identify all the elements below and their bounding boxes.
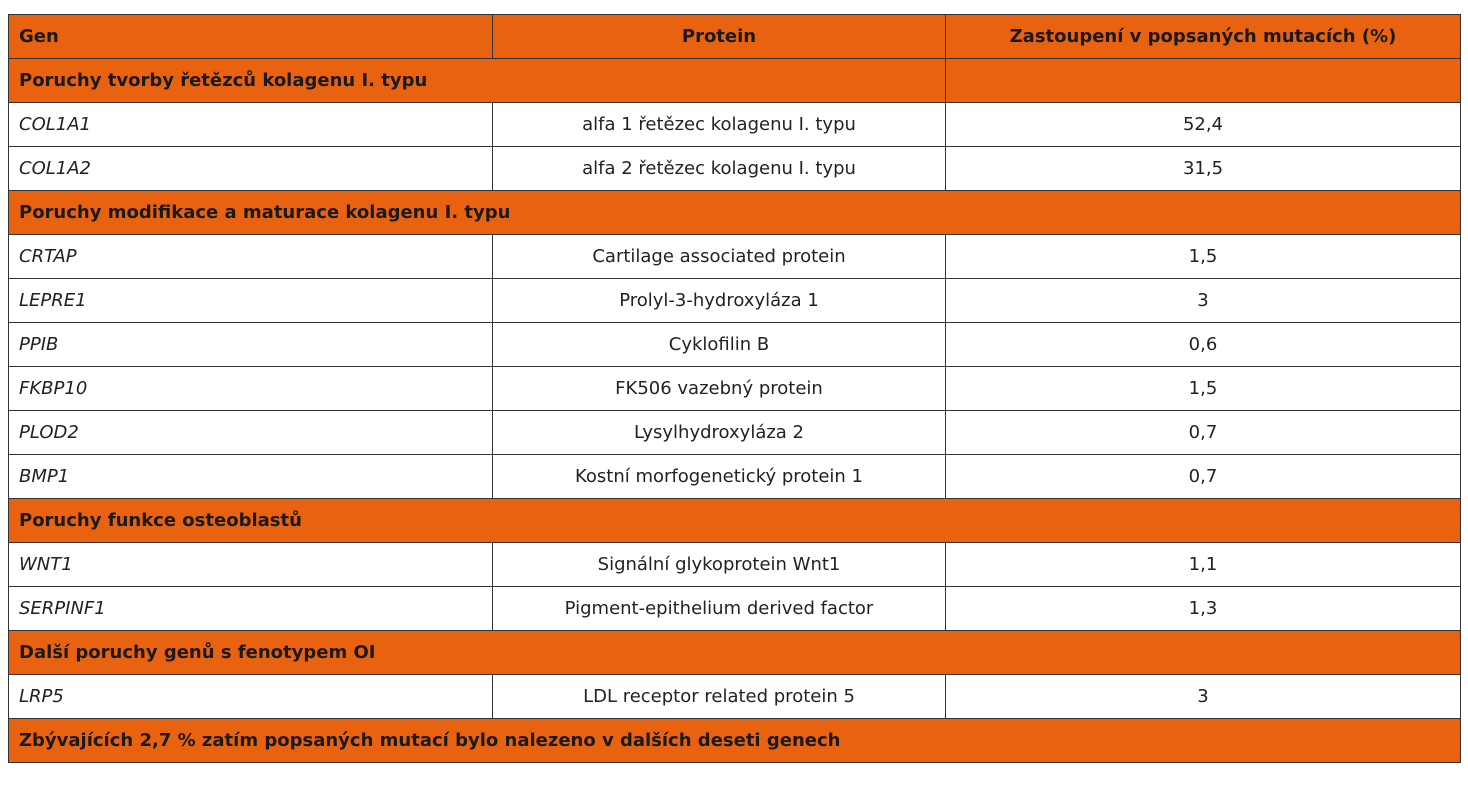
protein-cell: FK506 vazebný protein xyxy=(492,366,946,411)
share-cell: 0,6 xyxy=(945,322,1461,367)
protein-cell: Pigment-epithelium derived factor xyxy=(492,586,946,631)
protein-cell: alfa 2 řetězec kolagenu I. typu xyxy=(492,146,946,191)
share-cell: 0,7 xyxy=(945,410,1461,455)
section-row: Poruchy modifikace a maturace kolagenu I… xyxy=(8,190,1461,235)
section-row: Poruchy tvorby řetězců kolagenu I. typu xyxy=(8,58,1461,103)
gene-cell: WNT1 xyxy=(8,542,493,587)
gene-cell: LRP5 xyxy=(8,674,493,719)
share-cell: 1,5 xyxy=(945,366,1461,411)
share-cell: 1,5 xyxy=(945,234,1461,279)
data-row: COL1A2 alfa 2 řetězec kolagenu I. typu 31,… xyxy=(8,146,1461,191)
gene-cell: PLOD2 xyxy=(8,410,493,455)
gene-cell: COL1A2 xyxy=(8,146,493,191)
protein-cell: LDL receptor related protein 5 xyxy=(492,674,946,719)
protein-cell: Cartilage associated protein xyxy=(492,234,946,279)
data-row: BMP1 Kostní morfogenetický protein 1 0,7 xyxy=(8,454,1461,499)
protein-cell: alfa 1 řetězec kolagenu I. typu xyxy=(492,102,946,147)
share-cell: 0,7 xyxy=(945,454,1461,499)
empty-cell xyxy=(945,58,1461,103)
protein-cell: Lysylhydroxyláza 2 xyxy=(492,410,946,455)
share-cell: 31,5 xyxy=(945,146,1461,191)
gene-table: Gen Protein Zastoupení v popsaných mutac… xyxy=(8,14,1461,763)
gene-cell: PPIB xyxy=(8,322,493,367)
protein-cell: Signální glykoprotein Wnt1 xyxy=(492,542,946,587)
data-row: SERPINF1 Pigment-epithelium derived facto… xyxy=(8,586,1461,631)
data-row: CRTAP Cartilage associated protein 1,5 xyxy=(8,234,1461,279)
header-cell: Zastoupení v popsaných mutacích (%) xyxy=(945,14,1461,59)
section-title: Poruchy modifikace a maturace kolagenu I… xyxy=(8,190,1461,235)
section-title: Poruchy funkce osteoblastů xyxy=(8,498,1461,543)
gene-cell: COL1A1 xyxy=(8,102,493,147)
header-cell: Gen xyxy=(8,14,493,59)
gene-cell: SERPINF1 xyxy=(8,586,493,631)
gene-cell: CRTAP xyxy=(8,234,493,279)
data-row: PPIB Cyklofilin B 0,6 xyxy=(8,322,1461,367)
section-title: Další poruchy genů s fenotypem OI xyxy=(8,630,1461,675)
share-cell: 3 xyxy=(945,278,1461,323)
data-row: FKBP10 FK506 vazebný protein 1,5 xyxy=(8,366,1461,411)
share-cell: 1,3 xyxy=(945,586,1461,631)
data-row: PLOD2 Lysylhydroxyláza 2 0,7 xyxy=(8,410,1461,455)
section-title: Poruchy tvorby řetězců kolagenu I. typu xyxy=(8,58,946,103)
footer-text: Zbývajících 2,7 % zatím popsaných mutací… xyxy=(8,718,1461,763)
gene-cell: LEPRE1 xyxy=(8,278,493,323)
header-row: Gen Protein Zastoupení v popsaných mutac… xyxy=(8,14,1461,59)
header-cell: Protein xyxy=(492,14,946,59)
protein-cell: Kostní morfogenetický protein 1 xyxy=(492,454,946,499)
share-cell: 1,1 xyxy=(945,542,1461,587)
gene-cell: BMP1 xyxy=(8,454,493,499)
share-cell: 52,4 xyxy=(945,102,1461,147)
section-row: Další poruchy genů s fenotypem OI xyxy=(8,630,1461,675)
data-row: WNT1 Signální glykoprotein Wnt1 1,1 xyxy=(8,542,1461,587)
section-row: Poruchy funkce osteoblastů xyxy=(8,498,1461,543)
gene-cell: FKBP10 xyxy=(8,366,493,411)
protein-cell: Prolyl-3-hydroxyláza 1 xyxy=(492,278,946,323)
footer-row: Zbývajících 2,7 % zatím popsaných mutací… xyxy=(8,718,1461,763)
protein-cell: Cyklofilin B xyxy=(492,322,946,367)
table-body: Gen Protein Zastoupení v popsaných mutac… xyxy=(8,14,1461,763)
share-cell: 3 xyxy=(945,674,1461,719)
data-row: COL1A1 alfa 1 řetězec kolagenu I. typu 52,… xyxy=(8,102,1461,147)
